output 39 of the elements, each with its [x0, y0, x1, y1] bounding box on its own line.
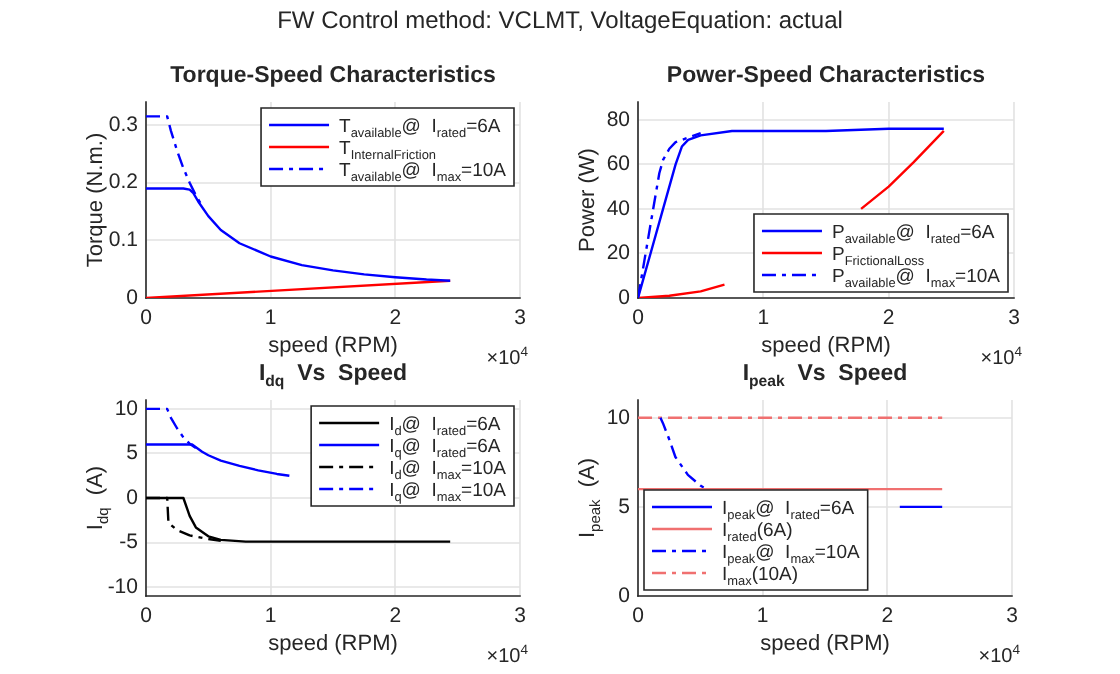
chart-title: Power-Speed Characteristics	[666, 64, 986, 88]
y-tick-label: 5	[126, 441, 139, 466]
y-tick-label: 10	[114, 396, 139, 421]
x-tick-label: 2	[389, 306, 402, 331]
x-axis-title: speed (RPM)	[760, 632, 890, 656]
y-tick-label: 0.1	[108, 228, 139, 253]
y-tick-label: 0	[618, 285, 631, 310]
y-tick-label: 60	[606, 152, 631, 177]
x-tick-label: 2	[882, 306, 895, 331]
y-tick-label: 40	[606, 196, 631, 221]
x-tick-label: 3	[1006, 604, 1019, 629]
x-tick-label: 3	[514, 604, 527, 629]
y-axis-title: Power (W)	[576, 148, 600, 252]
y-axis-title: Torque (N.m.)	[84, 132, 108, 268]
x-tick-label: 1	[264, 604, 277, 629]
x-tick-label: 1	[264, 306, 277, 331]
chart-title: Torque-Speed Characteristics	[170, 64, 496, 88]
y-tick-label: 5	[618, 494, 631, 519]
line-series	[659, 416, 708, 491]
y-tick-label: 80	[606, 107, 631, 132]
text: FW Control method: VCLMT, VoltageEquation: actual	[275, 6, 845, 34]
x-axis-title: speed (RPM)	[268, 334, 398, 358]
y-tick-label: 0.3	[108, 112, 139, 137]
x-tick-label: 3	[1008, 306, 1021, 331]
y-tick-label: -5	[119, 530, 139, 555]
x-tick-label: 2	[881, 604, 894, 629]
y-tick-label: 20	[606, 241, 631, 266]
y-tick-label: 10	[606, 405, 631, 430]
x-tick-label: 1	[756, 604, 769, 629]
x-tick-label: 3	[514, 306, 527, 331]
y-tick-label: 0	[618, 583, 631, 608]
x-axis-title: speed (RPM)	[268, 632, 398, 656]
y-tick-label: 0	[126, 285, 139, 310]
y-tick-label: 0.2	[108, 170, 139, 195]
y-tick-label: -10	[107, 574, 139, 599]
x-tick-label: 1	[757, 306, 770, 331]
y-tick-label: 0	[126, 485, 139, 510]
x-tick-label: 2	[389, 604, 402, 629]
x-axis-title: speed (RPM)	[761, 334, 891, 358]
